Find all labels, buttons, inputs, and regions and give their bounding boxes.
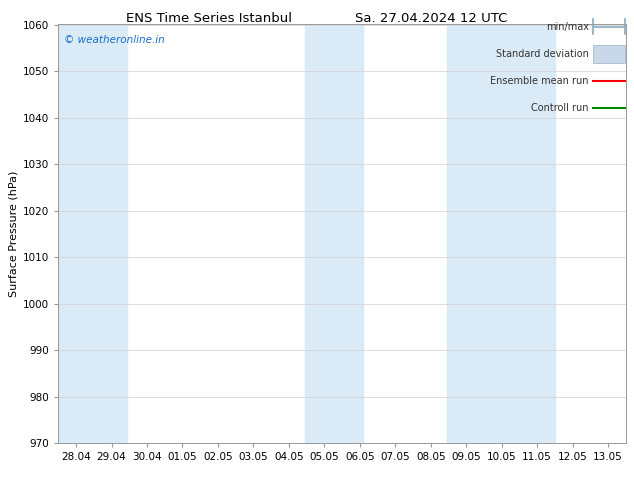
Y-axis label: Surface Pressure (hPa): Surface Pressure (hPa) — [9, 171, 19, 297]
Text: Sa. 27.04.2024 12 UTC: Sa. 27.04.2024 12 UTC — [355, 12, 507, 25]
Text: Standard deviation: Standard deviation — [496, 49, 589, 59]
Bar — [447, 24, 555, 443]
Text: min/max: min/max — [546, 22, 589, 31]
Bar — [593, 45, 624, 63]
Text: © weatheronline.in: © weatheronline.in — [64, 35, 165, 45]
Text: ENS Time Series Istanbul: ENS Time Series Istanbul — [126, 12, 292, 25]
Text: Ensemble mean run: Ensemble mean run — [490, 76, 589, 86]
Bar — [58, 24, 127, 443]
Text: Controll run: Controll run — [531, 103, 589, 113]
Bar — [305, 24, 363, 443]
